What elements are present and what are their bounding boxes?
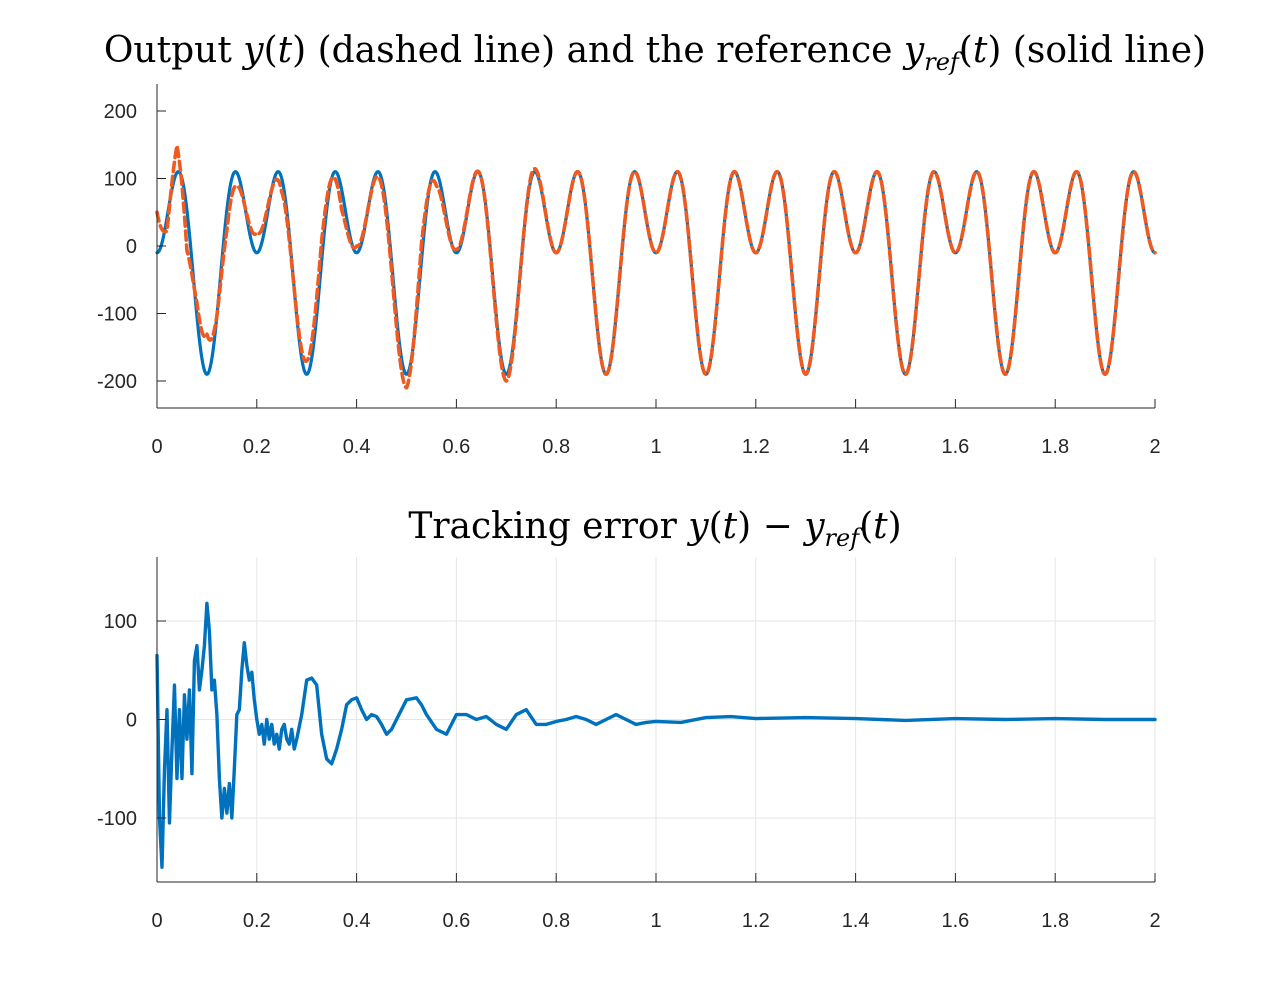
reference-line [155, 170, 1157, 376]
x-tick-label: 0.2 [243, 436, 271, 458]
x-tick-label: 1.8 [1041, 910, 1069, 932]
top-plot-y-ticks: -200 -100 0 100 200 [97, 101, 166, 393]
x-tick-label: 0.6 [442, 910, 470, 932]
x-tick-label: 0.2 [243, 910, 271, 932]
y-tick-label: 0 [126, 710, 137, 732]
x-tick-label: 1.4 [842, 910, 870, 932]
x-tick-label: 1 [650, 436, 661, 458]
output-line [155, 143, 1157, 390]
x-tick-label: 0.4 [343, 436, 371, 458]
bottom-chart-title: Tracking error y(t) − yref(t) [408, 506, 901, 552]
error-line [155, 601, 1157, 869]
bottom-plot-x-ticks: 0 0.2 0.4 0.6 0.8 1 1.2 1.4 1.6 1.8 2 [151, 873, 1161, 932]
x-tick-label: 0 [151, 910, 162, 932]
top-plot-area: 0 0.2 0.4 0.6 0.8 1 1.2 1.4 1.6 1.8 2 -200 -100 0 100… [97, 84, 1161, 458]
top-chart-title: Output y(t) (dashed line) and the refere… [104, 30, 1206, 76]
x-tick-label: 0.8 [542, 910, 570, 932]
x-tick-label: 1.2 [742, 910, 770, 932]
y-tick-label: 100 [104, 169, 137, 191]
x-tick-label: 1.6 [941, 910, 969, 932]
y-tick-label: 0 [126, 236, 137, 258]
x-tick-label: 0.6 [442, 436, 470, 458]
x-tick-label: 1.6 [941, 436, 969, 458]
y-tick-label: -100 [97, 808, 137, 830]
x-tick-label: 0 [151, 436, 162, 458]
x-tick-label: 0.4 [343, 910, 371, 932]
top-plot-lines [155, 143, 1157, 390]
x-tick-label: 0.8 [542, 436, 570, 458]
y-tick-label: 200 [104, 101, 137, 123]
x-tick-label: 1.2 [742, 436, 770, 458]
x-tick-label: 2 [1149, 436, 1160, 458]
bottom-plot-y-ticks: -100 0 100 [97, 611, 166, 830]
bottom-plot-area: 0 0.2 0.4 0.6 0.8 1 1.2 1.4 1.6 1.8 2 -100 0 100 [97, 557, 1161, 932]
y-tick-label: -200 [97, 371, 137, 393]
x-tick-label: 2 [1149, 910, 1160, 932]
y-tick-label: 100 [104, 611, 137, 633]
top-plot-x-ticks: 0 0.2 0.4 0.6 0.8 1 1.2 1.4 1.6 1.8 2 [151, 399, 1161, 458]
bottom-plot-lines [155, 601, 1157, 869]
y-tick-label: -100 [97, 304, 137, 326]
x-tick-label: 1 [650, 910, 661, 932]
x-tick-label: 1.4 [842, 436, 870, 458]
x-tick-label: 1.8 [1041, 436, 1069, 458]
